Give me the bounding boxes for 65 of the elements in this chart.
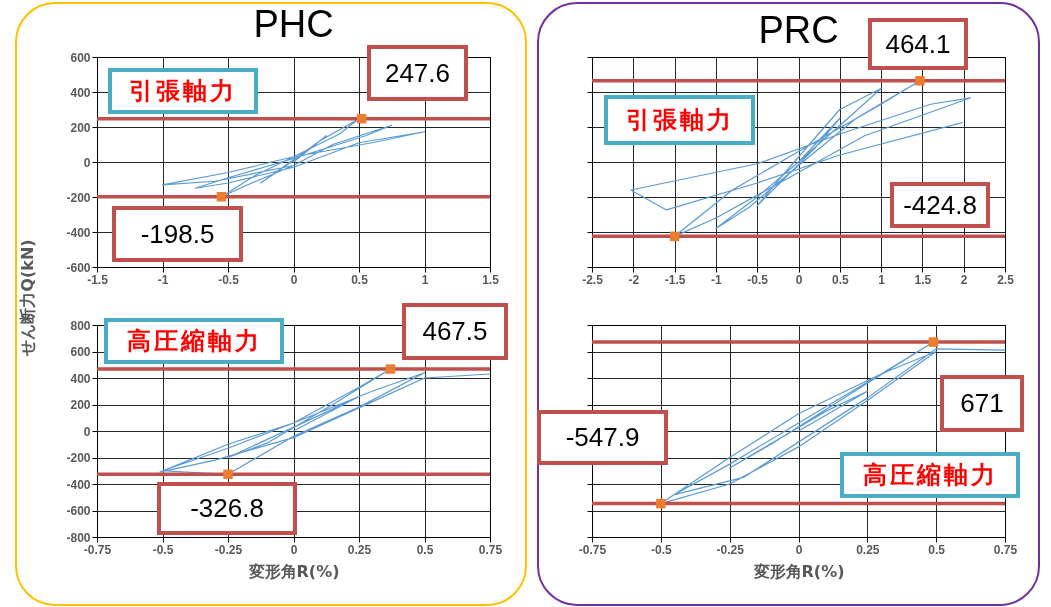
x-tick-label: -0.5 bbox=[747, 272, 769, 287]
x-tick-label: -0.25 bbox=[214, 542, 243, 557]
x-tick-label: 0 bbox=[290, 542, 298, 557]
x-tick-label: -0.5 bbox=[650, 542, 672, 557]
y-tick-label: 400 bbox=[70, 371, 91, 386]
x-tick-label: 2.5 bbox=[997, 272, 1015, 287]
x-tick-label: 0.5 bbox=[351, 272, 369, 287]
y-tick-label: 600 bbox=[70, 345, 91, 359]
x-tick-label: 0.5 bbox=[928, 542, 946, 557]
y-tick-label: 400 bbox=[70, 85, 91, 100]
y-tick-label: 800 bbox=[70, 318, 91, 333]
y-tick-label: -800 bbox=[66, 530, 91, 545]
x-tick-label: 0.75 bbox=[993, 542, 1018, 557]
x-axis-title: 変形角R(%) bbox=[247, 561, 340, 581]
x-tick-label: -0.75 bbox=[578, 542, 607, 557]
y-axis-title: せん断力Q(kN) bbox=[17, 239, 37, 357]
x-tick-label: 0.5 bbox=[416, 542, 434, 557]
ref-line-label: -326.8 bbox=[157, 482, 297, 535]
x-tick-label: 2 bbox=[960, 272, 968, 287]
x-tick-label: -0.5 bbox=[218, 272, 240, 287]
x-axis-title: 変形角R(%) bbox=[752, 561, 845, 581]
x-tick-label: 0.25 bbox=[347, 542, 372, 557]
x-tick-label: -1.5 bbox=[87, 272, 109, 287]
annotation: 高圧縮軸力 bbox=[840, 452, 1020, 498]
ref-line-label: 671 bbox=[940, 375, 1024, 432]
x-tick-label: 1 bbox=[421, 272, 429, 287]
y-tick-label: -200 bbox=[66, 451, 91, 465]
x-tick-label: -1 bbox=[711, 272, 723, 287]
x-tick-label: -1 bbox=[157, 272, 169, 287]
y-tick-label: 200 bbox=[70, 398, 91, 412]
ref-line-label: -424.8 bbox=[890, 182, 990, 228]
x-tick-label: -0.5 bbox=[152, 542, 174, 557]
x-tick-label: -2 bbox=[628, 272, 640, 287]
annotation: 引張軸力 bbox=[604, 95, 755, 145]
y-tick-label: -400 bbox=[66, 225, 91, 240]
y-tick-label: 0 bbox=[83, 155, 91, 170]
x-tick-label: 0.75 bbox=[478, 542, 503, 557]
ref-line-label: -547.9 bbox=[537, 410, 668, 465]
x-tick-label: 0 bbox=[795, 542, 803, 557]
x-tick-label: 0 bbox=[290, 272, 298, 287]
ref-line-label: 467.5 bbox=[402, 303, 508, 360]
ref-line-label: 247.6 bbox=[367, 45, 468, 101]
annotation: 高圧縮軸力 bbox=[104, 318, 284, 364]
y-tick-label: -600 bbox=[66, 504, 91, 518]
x-tick-label: -0.75 bbox=[83, 542, 112, 557]
chart-title: PRC bbox=[758, 8, 839, 51]
y-tick-label: -200 bbox=[66, 190, 91, 205]
ref-line-label: -198.5 bbox=[112, 206, 243, 262]
ref-line-label: 464.1 bbox=[868, 18, 968, 70]
x-tick-label: 0 bbox=[795, 272, 803, 287]
x-tick-label: 1.5 bbox=[914, 272, 932, 287]
y-tick-label: 600 bbox=[70, 50, 91, 65]
x-tick-label: -2.5 bbox=[582, 272, 604, 287]
x-tick-label: 1.5 bbox=[482, 272, 500, 287]
x-tick-label: 1 bbox=[878, 272, 886, 287]
annotation: 引張軸力 bbox=[108, 68, 258, 114]
x-tick-label: 0.25 bbox=[856, 542, 880, 557]
y-tick-label: -400 bbox=[66, 477, 91, 492]
x-tick-label: 0.5 bbox=[831, 272, 849, 287]
x-tick-label: -1.5 bbox=[664, 272, 686, 287]
y-tick-label: -600 bbox=[66, 260, 91, 275]
chart-title: PHC bbox=[253, 3, 334, 45]
x-tick-label: -0.25 bbox=[716, 542, 745, 557]
y-tick-label: 200 bbox=[70, 120, 91, 135]
y-tick-label: 0 bbox=[83, 424, 91, 439]
